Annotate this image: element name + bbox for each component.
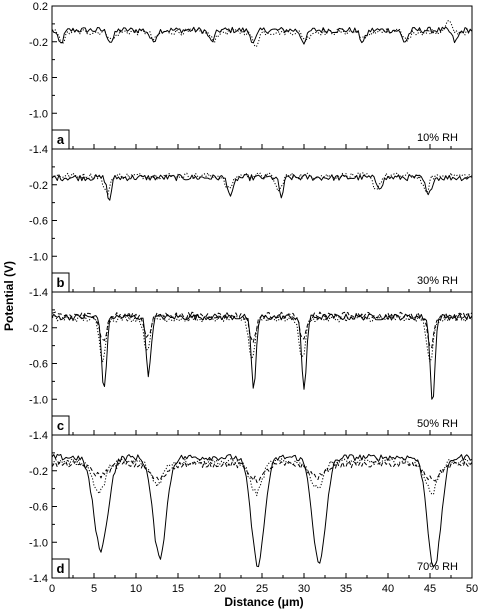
y-tick-label: -1.4: [29, 144, 48, 156]
x-tick-label: 15: [172, 583, 184, 595]
y-tick-label: -1.0: [29, 537, 48, 549]
series-line-solid: [51, 174, 473, 201]
y-tick-label: -0.6: [29, 216, 48, 228]
y-tick-label: 0.2: [33, 1, 48, 13]
y-tick-label: -1.0: [29, 108, 48, 120]
series-line-solid: [51, 453, 473, 568]
rh-label: 30% RH: [417, 275, 458, 287]
x-tick-label: 10: [130, 583, 142, 595]
x-axis-title: Distance (μm): [224, 595, 303, 609]
x-tick-label: 40: [382, 583, 394, 595]
x-tick-label: 0: [49, 583, 55, 595]
series-line-dotted: [51, 315, 473, 363]
panel-a: 0.2 -0.2 -0.6 -1.0 -1.4 a 10% RH: [29, 1, 473, 156]
x-tick-label: 30: [298, 583, 310, 595]
rh-label: 10% RH: [417, 132, 458, 144]
y-tick-label: -1.0: [29, 251, 48, 263]
panel-letter: d: [57, 561, 65, 576]
y-tick-label: -0.2: [29, 466, 48, 478]
panel-letter: a: [57, 132, 65, 147]
y-tick-label: -0.2: [29, 37, 48, 49]
series-line-dashed: [51, 460, 473, 483]
panel-letter: b: [57, 275, 65, 290]
panel-frame: [51, 5, 473, 150]
x-tick-label: 5: [91, 583, 97, 595]
y-tick-label: -0.2: [29, 180, 48, 192]
y-tick-label: -1.4: [29, 287, 48, 299]
panel-frame: [51, 148, 473, 293]
rh-label: 50% RH: [417, 418, 458, 430]
panel-frame: [51, 434, 473, 579]
x-tick-label: 45: [424, 583, 436, 595]
series-line-dotted: [51, 20, 473, 48]
x-tick-label: 50: [466, 583, 478, 595]
panel-letter-box: [51, 558, 70, 579]
series-line-dotted: [51, 458, 473, 497]
panel-c: -0.2 -0.6 -1.0 -1.4 c 50% RH: [29, 291, 473, 442]
x-axis: 0 5 10 15 20 25 30 35 40 45 50: [49, 583, 478, 595]
panel-letter: c: [57, 418, 64, 433]
y-tick-label: -1.4: [29, 573, 48, 585]
y-tick-label: -1.0: [29, 394, 48, 406]
panel-d: -0.2 -0.6 -1.0 -1.4 d 70% RH: [29, 434, 473, 585]
series-line-solid: [51, 313, 473, 400]
x-tick-label: 20: [214, 583, 226, 595]
y-tick-label: -0.6: [29, 73, 48, 85]
y-tick-label: -1.4: [29, 430, 48, 442]
panel-frame: [51, 291, 473, 436]
x-tick-label: 35: [340, 583, 352, 595]
y-tick-label: -0.6: [29, 359, 48, 371]
y-tick-label: -0.6: [29, 502, 48, 514]
series-line-dashed: [51, 311, 473, 349]
y-tick-label: -0.2: [29, 323, 48, 335]
rh-label: 70% RH: [417, 561, 458, 573]
panels-group: 0.2 -0.2 -0.6 -1.0 -1.4 a 10% RH -0.2 -0.6 -1.0 -1…: [29, 1, 473, 585]
series-line-solid: [51, 26, 473, 45]
y-axis-title: Potential (V): [2, 261, 16, 331]
x-tick-label: 25: [256, 583, 268, 595]
panel-b: -0.2 -0.6 -1.0 -1.4 b 30% RH: [29, 148, 473, 299]
